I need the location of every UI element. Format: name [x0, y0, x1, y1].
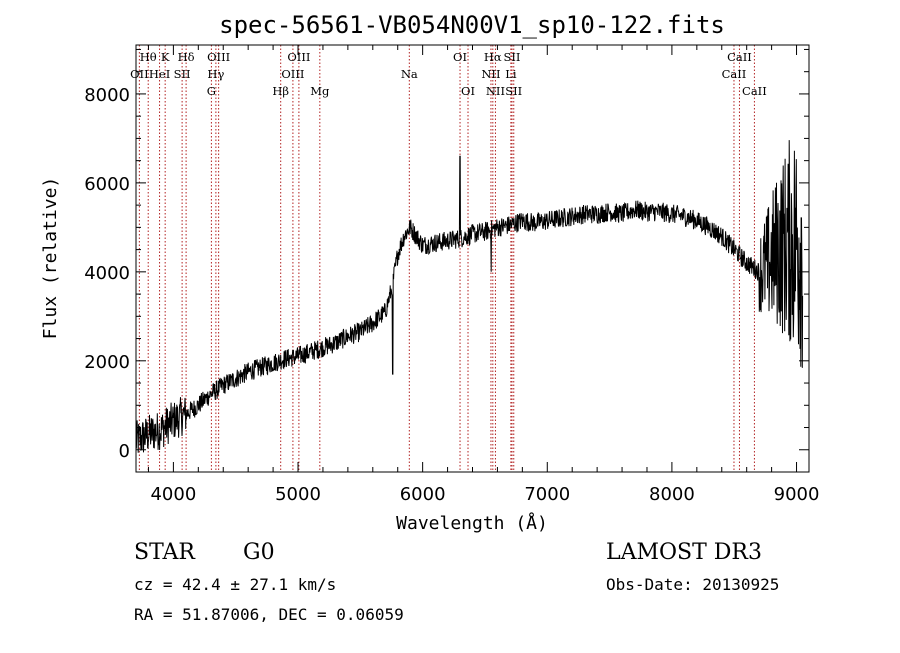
spectral-line-label: Hγ	[207, 67, 224, 81]
plot-frame	[135, 44, 810, 473]
x-axis-title: Wavelength (Å)	[396, 512, 548, 534]
spectral-line-label: CaII	[727, 50, 752, 64]
spectral-line-label: NII	[486, 84, 505, 98]
spectral-line-label: CaII	[742, 84, 767, 98]
spectral-line-markers	[138, 45, 755, 472]
chart-title: spec-56561-VB054N00V1_sp10-122.fits	[219, 11, 725, 39]
spectral-line-label: HeI	[149, 67, 170, 81]
spectral-line-label: CaII	[722, 67, 747, 81]
object-subclass: G0	[243, 540, 275, 565]
spectral-line-label: K	[161, 50, 170, 64]
x-tick-label: 6000	[400, 484, 446, 505]
x-tick-label: 5000	[275, 484, 321, 505]
spectral-line-label: OII	[130, 67, 149, 81]
redshift-velocity: cz = 42.4 ± 27.1 km/s	[134, 575, 336, 594]
spectrum-flux-line	[135, 140, 804, 453]
spectral-line-label: NII	[481, 67, 500, 81]
spectral-line-label: Na	[401, 67, 418, 81]
spectral-line-label: OIII	[207, 50, 230, 64]
x-tick-label: 8000	[649, 484, 695, 505]
y-tick-label: 2000	[84, 352, 130, 373]
coordinates: RA = 51.87006, DEC = 0.06059	[134, 605, 404, 624]
x-tick-label: 4000	[150, 484, 196, 505]
y-tick-label: 8000	[84, 85, 130, 106]
y-axis-title: Flux (relative)	[40, 177, 61, 340]
spectral-line-label: Li	[505, 67, 517, 81]
y-tick-label: 6000	[84, 174, 130, 195]
x-axis: 4000 5000 6000 7000 8000 9000	[147, 45, 820, 505]
spectral-line-label: Hδ	[178, 50, 195, 64]
spectral-line-label: Mg	[310, 84, 330, 98]
x-tick-label: 7000	[524, 484, 570, 505]
spectral-line-label: OI	[461, 84, 475, 98]
survey-name: LAMOST DR3	[606, 540, 762, 565]
y-tick-label: 0	[119, 441, 130, 462]
spectral-line-label: G	[207, 84, 216, 98]
spectral-line-labels: Hθ K Hδ OII HeI SII OIII Hγ G OIII OIII Hβ Mg Na OI OI H…	[130, 50, 767, 98]
spectral-line-label: OI	[453, 50, 467, 64]
spectral-line-label: OIII	[287, 50, 310, 64]
y-tick-label: 4000	[84, 263, 130, 284]
spectrum-series	[135, 140, 804, 453]
spectral-line-label: Hθ	[140, 50, 157, 64]
y-axis: 0 2000 4000 6000 8000	[84, 48, 809, 473]
x-tick-label: 9000	[774, 484, 820, 505]
spectral-line-label: SII	[505, 84, 522, 98]
spectral-line-label: SII	[504, 50, 521, 64]
spectral-line-label: SII	[174, 67, 191, 81]
object-class: STAR	[134, 540, 196, 565]
spectral-line-label: Hα	[484, 50, 502, 64]
spectral-line-label: Hβ	[272, 84, 289, 98]
observation-date: Obs-Date: 20130925	[606, 575, 779, 594]
spectral-line-label: OIII	[281, 67, 304, 81]
